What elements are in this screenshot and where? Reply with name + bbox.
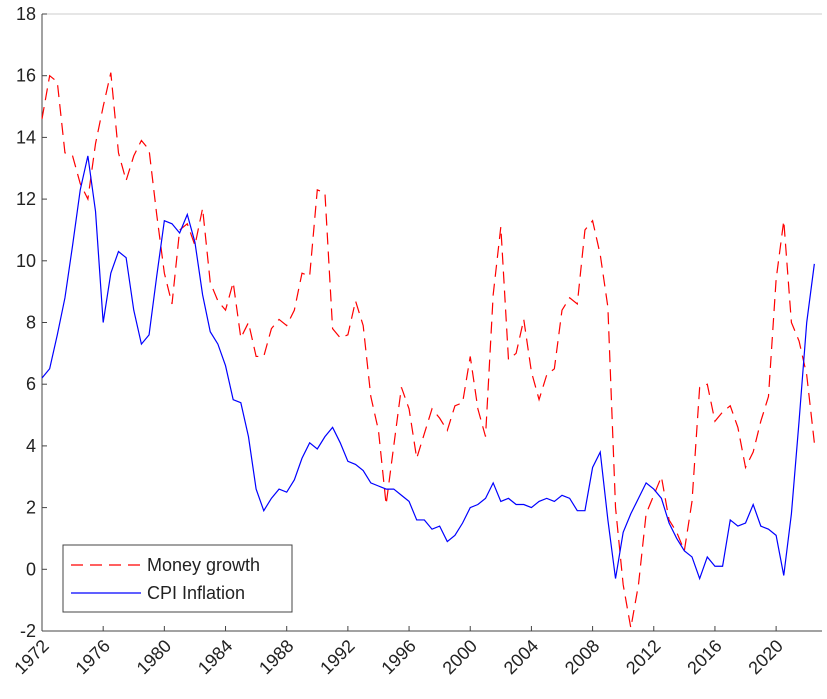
y-tick-label: 10 (16, 251, 36, 271)
y-tick-label: 0 (26, 559, 36, 579)
x-tick-label: 2016 (683, 636, 725, 678)
x-tick-label: 2008 (561, 636, 603, 678)
y-tick-label: 4 (26, 436, 36, 456)
x-tick-label: 2004 (500, 636, 542, 678)
legend-box (62, 544, 293, 613)
x-tick-label: 2012 (622, 636, 664, 678)
legend-label: CPI Inflation (147, 583, 245, 603)
line-series (41, 155, 815, 581)
y-tick-label: 18 (16, 4, 36, 24)
line-series (41, 72, 815, 629)
y-tick-label: 14 (16, 127, 36, 147)
y-tick-label: 16 (16, 66, 36, 86)
y-tick-label: 6 (26, 374, 36, 394)
x-tick-label: 1996 (377, 636, 419, 678)
legend: Money growth CPI Inflation (62, 544, 293, 613)
x-tick-label: 2020 (744, 636, 786, 678)
y-tick-label: 2 (26, 498, 36, 518)
y-tick-label: 8 (26, 313, 36, 333)
x-tick-label: 1988 (255, 636, 297, 678)
x-tick-label: 1980 (133, 636, 175, 678)
y-tick-label: 12 (16, 189, 36, 209)
x-tick-label: 1972 (10, 636, 52, 678)
x-tick-label: 1984 (194, 636, 236, 678)
x-tick-label: 2000 (439, 636, 481, 678)
x-tick-label: 1976 (72, 636, 114, 678)
y-tick-label: -2 (20, 621, 36, 641)
legend-label: Money growth (147, 555, 260, 575)
x-tick-label: 1992 (316, 636, 358, 678)
